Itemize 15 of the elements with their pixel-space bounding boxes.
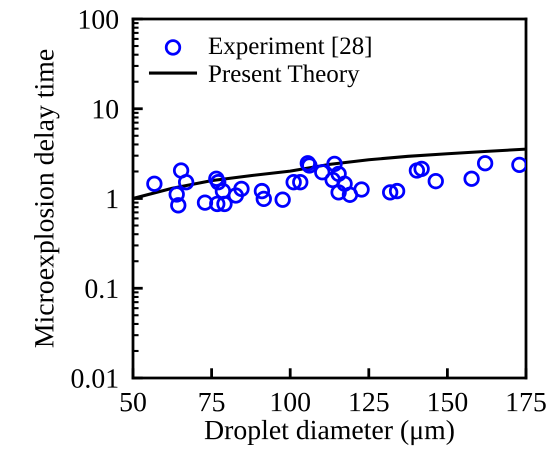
legend-label: Present Theory [208,64,360,88]
legend-label: Experiment [28] [208,36,371,60]
y-tick-label: 0.01 [72,369,118,388]
x-axis-title: Droplet diameter (μm) [204,420,454,446]
x-tick-label: 150 [429,392,468,412]
y-tick-label: 100 [80,10,118,29]
x-tick-label: 100 [272,392,310,412]
y-tick-label: 0.1 [85,279,118,298]
x-tick-label: 175 [508,392,546,412]
x-tick-label: 50 [120,392,146,412]
x-tick-label: 75 [200,392,224,412]
y-axis-title: Microexplosion delay time [34,50,60,348]
y-tick-label: 1 [108,190,118,208]
y-tick-label: 10 [94,100,118,119]
x-tick-label: 125 [350,392,389,412]
